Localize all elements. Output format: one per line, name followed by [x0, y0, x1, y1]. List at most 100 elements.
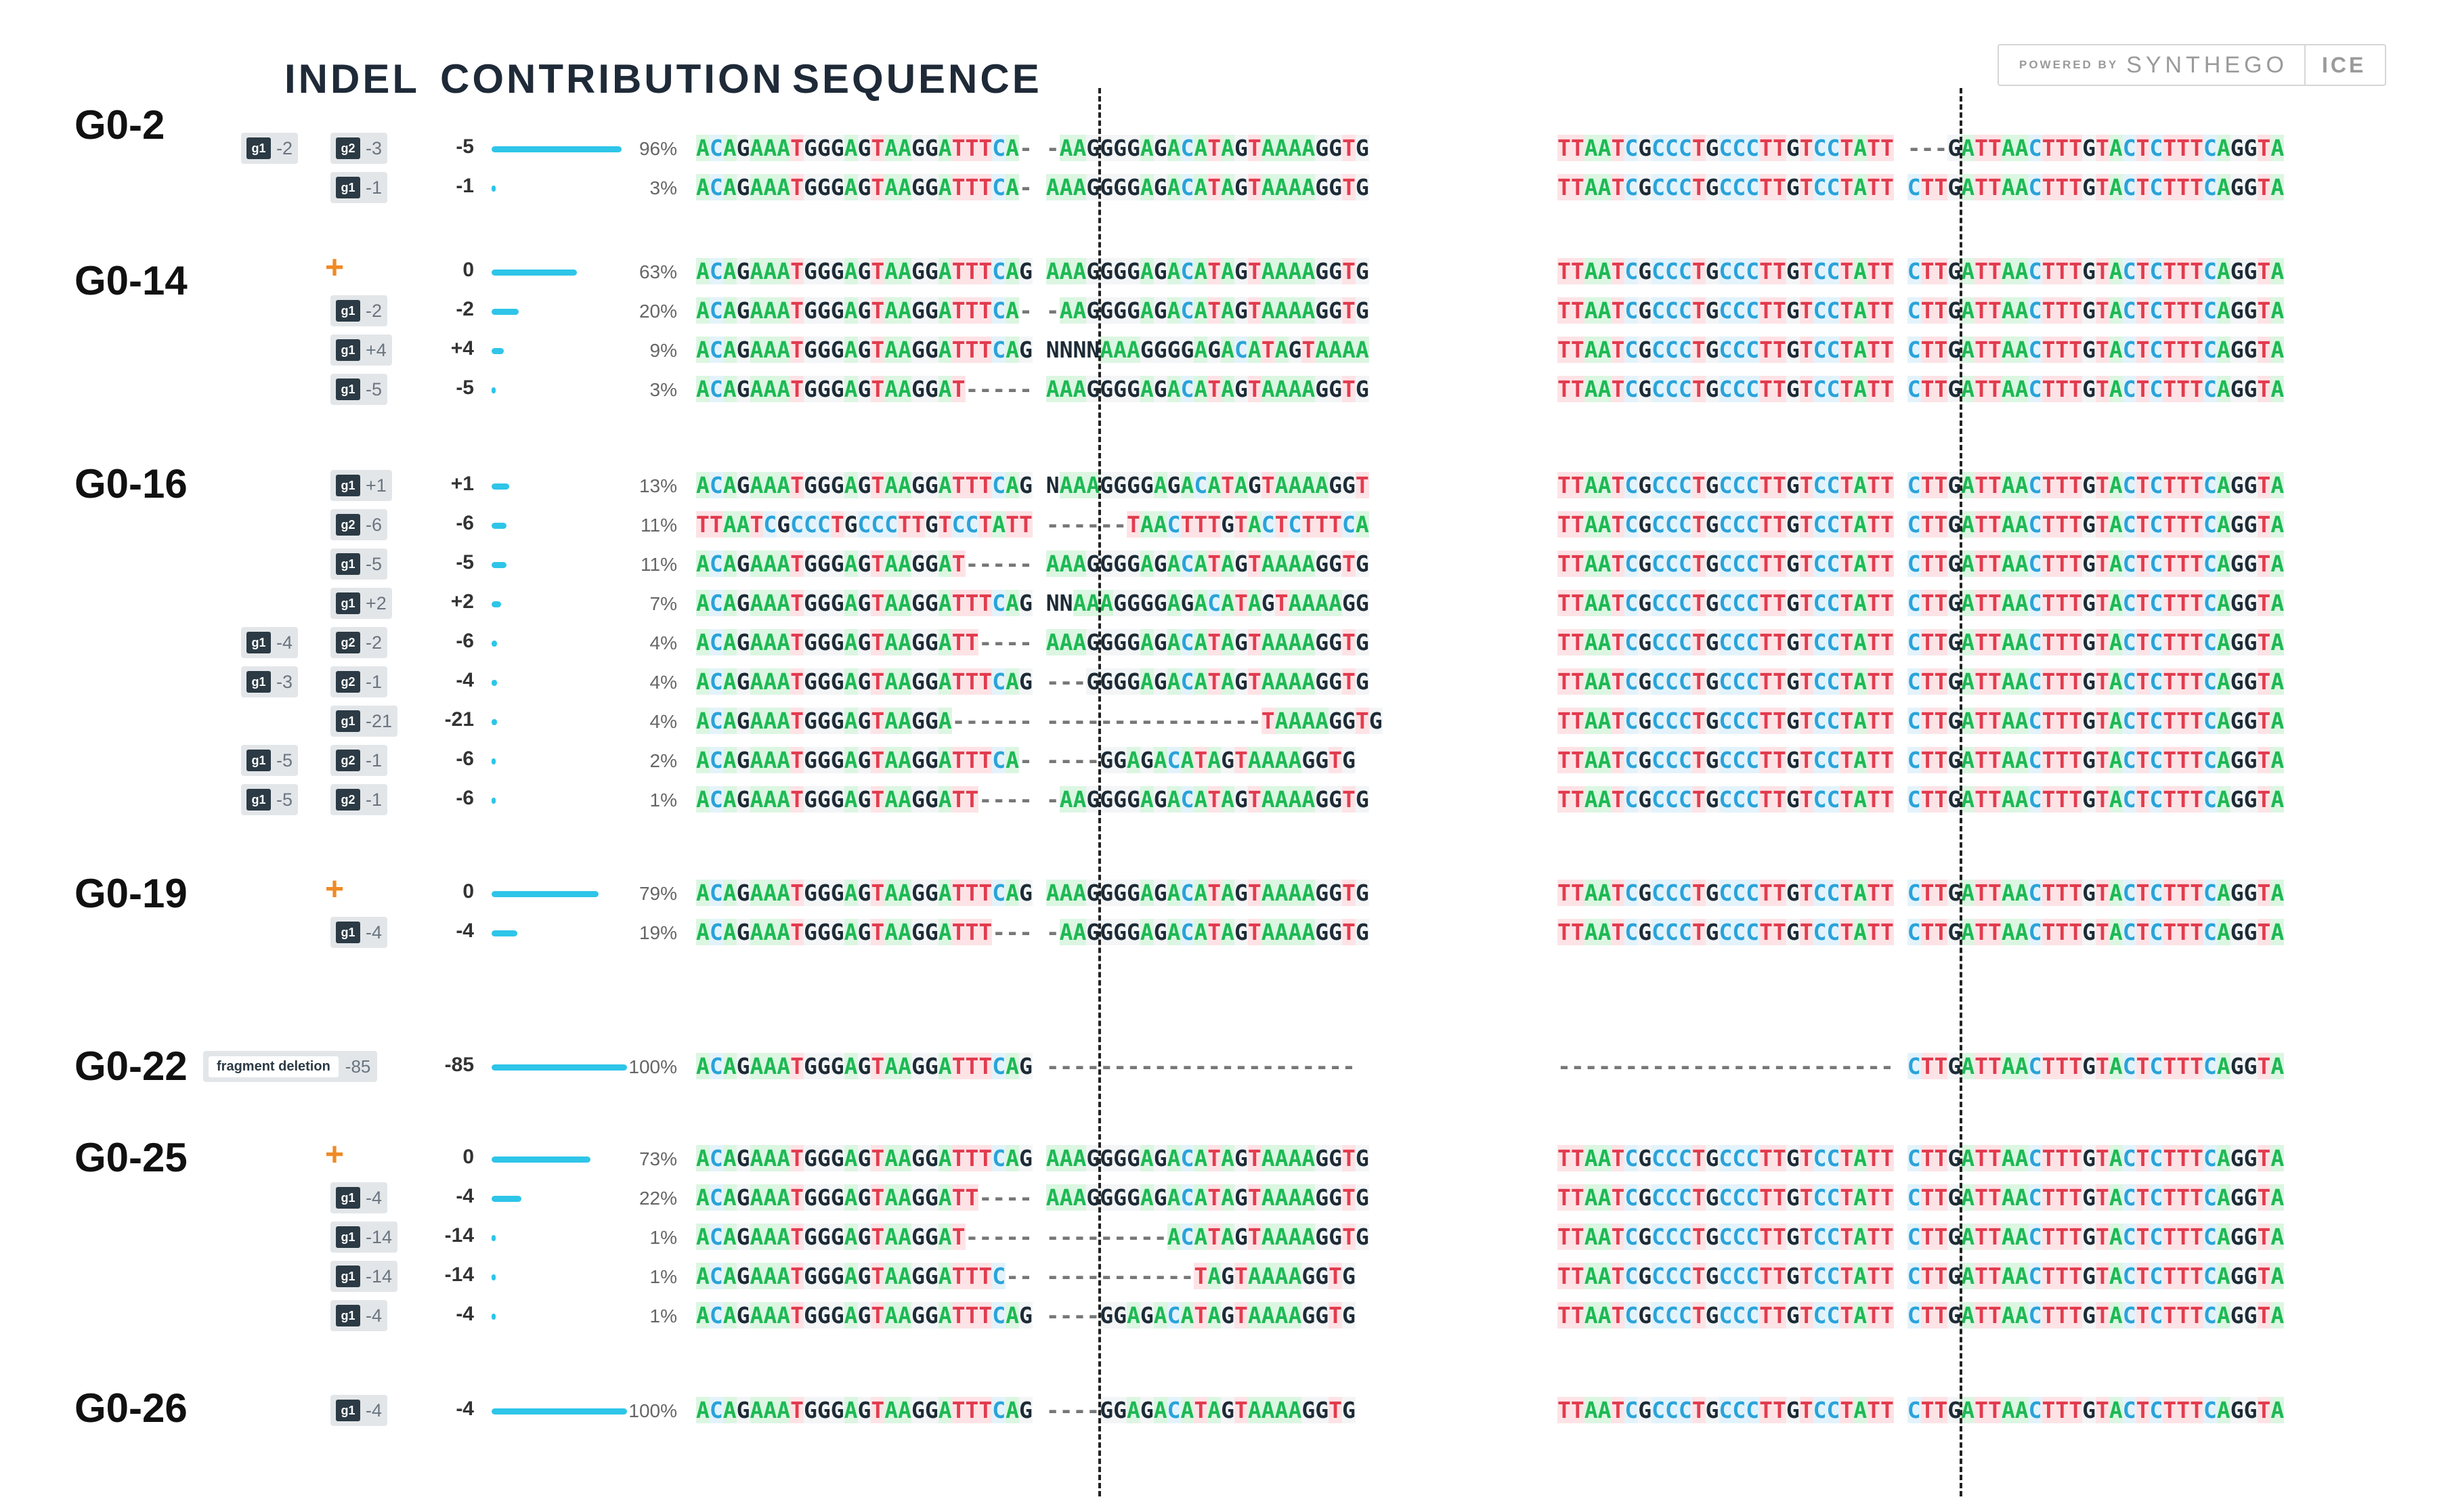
guide-tag: g1 [336, 177, 360, 198]
guide-tag: g1 [246, 632, 271, 653]
contribution-percent: 79% [639, 883, 677, 904]
cut-site-line-left [1098, 88, 1101, 1496]
contribution-bar [492, 309, 519, 315]
sequence-right: TTAATCGCCCTGCCCTTGTCCTATT CTTGATTAACTTTG… [1557, 472, 2285, 498]
sample-label: G0-16 [74, 461, 188, 506]
header-contribution: CONTRIBUTION [440, 56, 784, 102]
sequence-right: TTAATCGCCCTGCCCTTGTCCTATT CTTGATTAACTTTG… [1557, 297, 2285, 324]
guide-indel-value: +4 [366, 339, 387, 360]
contribution-bar [492, 348, 504, 354]
edit-row: g1 -1 -1 3% ACAGAAATGGGAGTAAGGATTTCA- AAAGGG… [0, 168, 2460, 207]
sequence-right: TTAATCGCCCTGCCCTTGTCCTATT CTTGATTAACTTTG… [1557, 629, 2285, 655]
edit-row: g1 +1 +1 13% ACAGAAATGGGAGTAAGGATTTCAG NAAAG… [0, 466, 2460, 505]
guide-indel-value: -21 [366, 710, 393, 731]
sequence-right: TTAATCGCCCTGCCCTTGTCCTATT CTTGATTAACTTTG… [1557, 1397, 2285, 1423]
contribution-bar [492, 483, 509, 490]
guide-indel-value: -14 [366, 1266, 393, 1287]
sequence-right: ------------------------- CTTGATTAACTTTG… [1557, 1053, 2285, 1079]
guide-indel-badge: g1 -5 [241, 745, 299, 776]
edit-row: g1 -21 -21 4% ACAGAAATGGGAGTAAGGA------ ----… [0, 701, 2460, 741]
sequence-right: TTAATCGCCCTGCCCTTGTCCTATT CTTGATTAACTTTG… [1557, 880, 2285, 906]
guide-indel-value: -4 [366, 1187, 383, 1208]
synthego-wordmark: SYNTHEGO [2126, 51, 2288, 78]
sequence-left: ACAGAAATGGGAGTAAGGATTT--- -AAGGGGAGACATA… [696, 919, 1369, 945]
contribution-bar [492, 562, 506, 568]
cut-site-line-right [1960, 88, 1962, 1496]
guide-indel-value: -4 [366, 1400, 383, 1421]
guide-indel-badge: g1 -3 [241, 666, 299, 697]
sequence-left: ACAGAAATGGGAGTAAGGA------ --------------… [696, 708, 1383, 734]
sample-label: G0-25 [74, 1135, 188, 1180]
guide-tag: g1 [336, 379, 360, 400]
contribution-bar [492, 1408, 627, 1414]
sequence-left: ACAGAAATGGGAGTAAGGAT----- AAAGGGGAGACATA… [696, 376, 1369, 402]
guide-indel-value: -2 [276, 137, 293, 158]
contribution-percent: 11% [641, 515, 677, 536]
contribution-bar [492, 269, 577, 276]
guide-indel-value: -4 [366, 1305, 383, 1326]
fragment-deletion-badge: fragment deletion -85 [203, 1051, 378, 1082]
indel-size: -4 [456, 920, 474, 942]
sample-label: G0-26 [74, 1385, 188, 1431]
guide-tag: g1 [336, 553, 360, 575]
powered-by-label: POWERED BY [2019, 58, 2119, 71]
indel-size: -6 [456, 512, 474, 534]
ice-wordmark: ICE [2322, 52, 2367, 77]
contribution-percent: 1% [649, 1227, 677, 1248]
wildtype-plus-icon: + [325, 871, 345, 907]
fragment-deletion-value: -85 [345, 1056, 371, 1077]
guide-indel-value: -2 [366, 632, 383, 653]
guide-indel-badge: g1 -21 [330, 706, 398, 737]
sequence-left: ACAGAAATGGGAGTAAGGATTTCA- -AAGGGGAGACATA… [696, 135, 1369, 161]
guide-tag: g2 [336, 671, 360, 693]
guide-indel-badge: g2 -1 [330, 745, 388, 776]
sample-label: G0-19 [74, 871, 188, 916]
edit-row: g2 -6 -6 11% TTAATCGCCCTGCCCTTGTCCTATT -----… [0, 505, 2460, 544]
guide-indel-value: -5 [276, 750, 293, 771]
contribution-bar [492, 680, 497, 686]
edit-row: g1 -5 g2 -1 -6 2% ACAGAAATGGGAGTAAGGATTTCA- --… [0, 741, 2460, 780]
guide-indel-badge: g1 -4 [330, 1300, 388, 1331]
guide-tag: g1 [246, 671, 271, 693]
contribution-percent: 1% [649, 1266, 677, 1287]
sequence-right: TTAATCGCCCTGCCCTTGTCCTATT CTTGATTAACTTTG… [1557, 1145, 2285, 1171]
edit-row: g1 -5 g2 -1 -6 1% ACAGAAATGGGAGTAAGGATT---- -A… [0, 780, 2460, 819]
guide-indel-value: +1 [366, 475, 387, 496]
sample-label: G0-22 [74, 1043, 188, 1089]
indel-size: -4 [456, 669, 474, 691]
sequence-right: TTAATCGCCCTGCCCTTGTCCTATT CTTGATTAACTTTG… [1557, 708, 2285, 734]
guide-indel-value: -2 [366, 300, 383, 321]
contribution-percent: 1% [649, 1305, 677, 1326]
guide-tag: g2 [336, 137, 360, 159]
guide-indel-badge: g2 -6 [330, 509, 388, 540]
guide-tag: g2 [336, 750, 360, 771]
indel-size: -4 [456, 1303, 474, 1325]
guide-tag: g1 [336, 339, 360, 361]
guide-indel-badge: g1 -14 [330, 1261, 398, 1292]
guide-indel-badge: g2 -1 [330, 666, 388, 697]
edit-row: g1 -2 g2 -3 -5 96% ACAGAAATGGGAGTAAGGATTTCA- -… [0, 129, 2460, 168]
sequence-left: ACAGAAATGGGAGTAAGGATTTCAG ---GGGGAGACATA… [696, 668, 1369, 695]
indel-size: -5 [456, 135, 474, 158]
contribution-bar [492, 719, 497, 725]
contribution-bar [492, 1274, 496, 1280]
guide-indel-value: -3 [276, 671, 293, 692]
contribution-percent: 11% [641, 554, 677, 575]
contribution-bar [492, 601, 501, 607]
guide-tag: g1 [336, 1305, 360, 1326]
sample-label: G0-2 [74, 102, 165, 148]
guide-indel-badge: g2 -3 [330, 133, 388, 164]
guide-tag: g1 [336, 922, 360, 943]
indel-size: -6 [456, 630, 474, 652]
guide-indel-badge: g1 -14 [330, 1222, 398, 1253]
sequence-right: TTAATCGCCCTGCCCTTGTCCTATT CTTGATTAACTTTG… [1557, 668, 2285, 695]
indel-size: -2 [456, 298, 474, 320]
contribution-bar [492, 798, 496, 804]
edit-row: +0 63% ACAGAAATGGGAGTAAGGATTTCAG AAAGGGGAG… [0, 250, 2460, 291]
synthego-ice-logo: POWERED BY SYNTHEGO ICE [1998, 44, 2386, 86]
guide-indel-value: -1 [366, 750, 383, 771]
edit-row: g1 -2 -2 20% ACAGAAATGGGAGTAAGGATTTCA- -AAGG… [0, 291, 2460, 330]
sequence-left: ACAGAAATGGGAGTAAGGATTTCA- -AAGGGGAGACATA… [696, 297, 1369, 324]
contribution-bar [492, 930, 517, 936]
contribution-percent: 63% [639, 261, 677, 282]
